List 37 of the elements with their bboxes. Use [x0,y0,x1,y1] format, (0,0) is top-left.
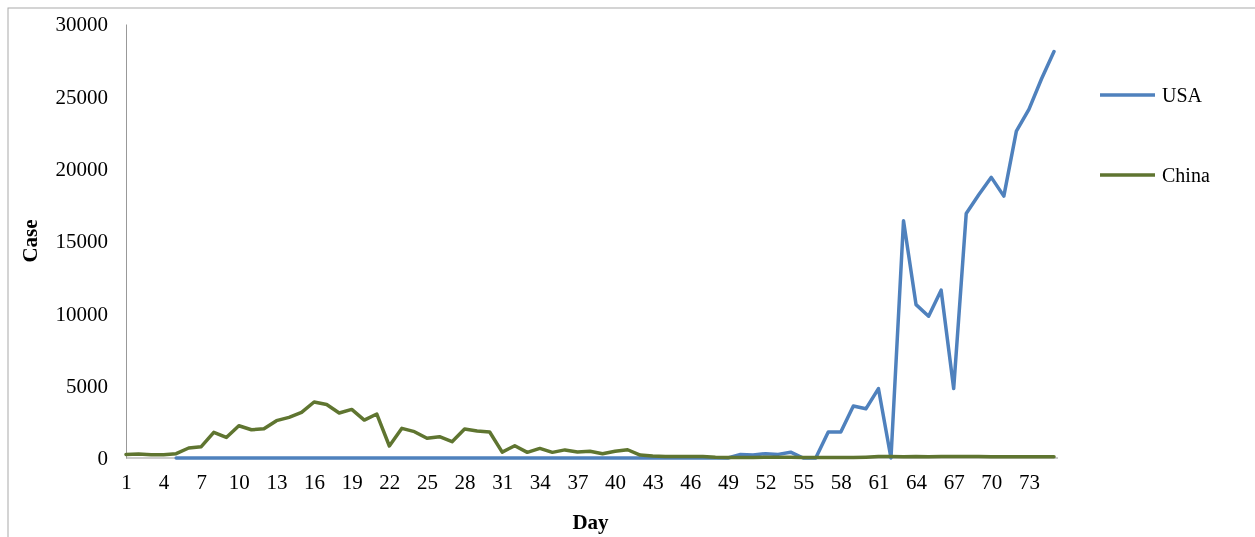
x-tick-label: 52 [755,469,777,494]
x-tick-label: 22 [379,469,401,494]
x-tick-label: 13 [266,469,288,494]
x-tick-label: 37 [567,469,589,494]
y-tick-label: 0 [97,446,108,471]
y-tick-label: 30000 [55,12,108,37]
x-tick-label: 49 [717,469,739,494]
x-tick-label: 16 [304,469,326,494]
x-tick-label: 28 [454,469,476,494]
x-tick-label: 46 [680,469,702,494]
x-tick-label: 64 [906,469,928,494]
x-tick-label: 73 [1018,469,1040,494]
y-tick-label: 20000 [55,156,108,181]
y-tick-label: 5000 [66,373,108,398]
legend-label: China [1162,164,1210,186]
x-tick-label: 19 [341,469,363,494]
x-tick-label: 7 [196,469,207,494]
y-axis-title: Case [18,219,42,263]
x-tick-label: 40 [605,469,627,494]
y-tick-label: 15000 [55,229,108,254]
x-tick-label: 31 [492,469,514,494]
x-tick-label: 34 [529,469,552,494]
x-tick-label: 43 [642,469,664,494]
legend-label: USA [1162,84,1203,106]
y-tick-label: 25000 [55,84,108,109]
x-tick-label: 10 [228,469,250,494]
line-series [174,49,1056,460]
x-tick-label: 67 [943,469,965,494]
x-tick-label: 1 [121,469,132,494]
x-tick-label: 70 [981,469,1003,494]
y-tick-label: 10000 [55,301,108,326]
x-tick-label: 58 [830,469,852,494]
x-tick-label: 61 [868,469,890,494]
x-axis-title: Day [572,510,610,534]
x-tick-label: 25 [416,469,438,494]
x-tick-label: 55 [793,469,815,494]
x-tick-label: 4 [158,469,170,494]
